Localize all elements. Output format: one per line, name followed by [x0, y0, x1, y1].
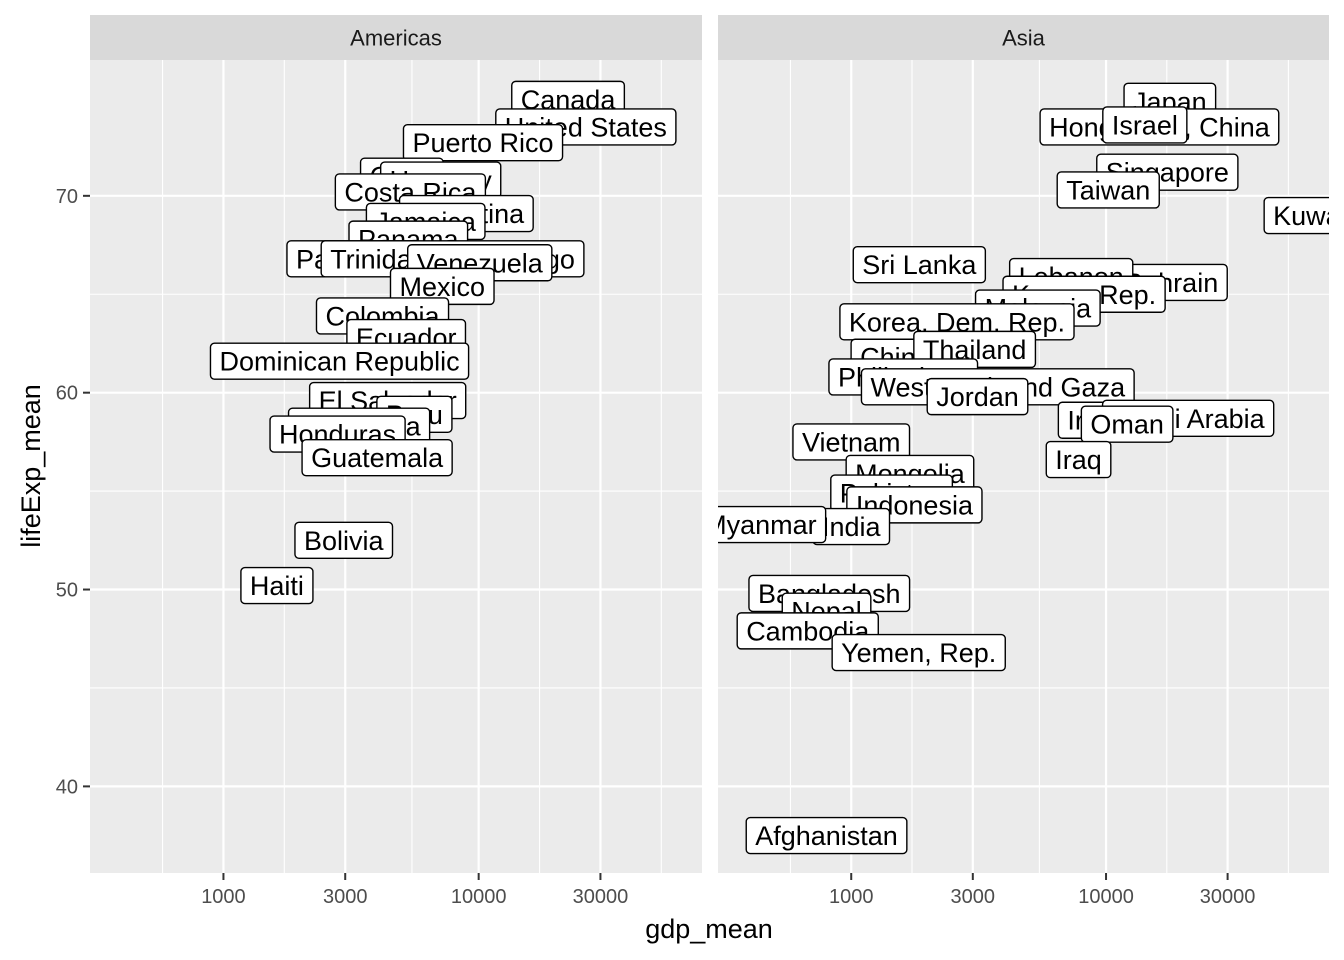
data-label-oman: Oman: [1080, 405, 1174, 443]
label-text: Puerto Rico: [412, 128, 553, 158]
data-label-myanmar: Myanmar: [704, 505, 827, 544]
label-box: [294, 521, 394, 560]
label-box: [1045, 440, 1112, 479]
y-tick-label: 60: [56, 383, 78, 405]
facet-strip: [718, 15, 1329, 60]
x-axis-asia: 1000 3000 10000 30000: [829, 873, 1255, 908]
x-tick-label: 3000: [951, 886, 996, 908]
label-text: Afghanistan: [755, 821, 898, 851]
data-label-israel: Israel: [1102, 106, 1188, 144]
y-tick-label: 70: [56, 186, 78, 208]
label-box: [745, 816, 908, 855]
label-text: Iraq: [1055, 445, 1102, 475]
x-tick-label: 1000: [829, 886, 874, 908]
x-tick-label: 1000: [201, 886, 246, 908]
facet-strip-label: Asia: [1002, 26, 1046, 51]
label-text: Kuwait: [1273, 201, 1344, 231]
x-axis-americas: 1000 3000 10000 30000: [201, 873, 628, 908]
data-label-afghanistan: Afghanistan: [745, 816, 908, 855]
label-box: [831, 633, 1006, 672]
data-label-bolivia: Bolivia: [294, 521, 394, 560]
facet-strip: [90, 15, 702, 60]
label-box: [1263, 196, 1329, 235]
data-label-puerto-rico: Puerto Rico: [402, 123, 564, 162]
x-tick-label: 10000: [1078, 886, 1134, 908]
label-box: [1102, 106, 1188, 144]
x-tick-label: 10000: [451, 886, 507, 908]
data-label-vietnam: Vietnam: [792, 423, 911, 461]
label-box: [1056, 171, 1160, 209]
y-axis: 40 50 60 70: [56, 186, 90, 798]
y-tick-label: 40: [56, 776, 78, 798]
x-axes: 1000 3000 10000 30000 1000 3000 10000 30000: [201, 873, 1255, 908]
x-axis-title: gdp_mean: [645, 914, 773, 944]
label-text: Guatemala: [311, 443, 444, 473]
data-label-jordan: Jordan: [926, 377, 1029, 416]
data-label-haiti: Haiti: [240, 566, 314, 605]
label-box: [402, 123, 564, 162]
data-label-iraq: Iraq: [1045, 440, 1112, 479]
label-box: [718, 505, 827, 544]
label-box: [852, 246, 987, 284]
data-label-yemen-rep: Yemen, Rep.: [831, 633, 1006, 672]
label-text: Bolivia: [304, 526, 385, 556]
label-box: [926, 377, 1029, 416]
data-label-india: India: [812, 507, 891, 546]
label-text: Jordan: [936, 382, 1019, 412]
label-box: [1080, 405, 1174, 443]
label-text: Dominican Republic: [219, 347, 459, 377]
label-text: Haiti: [250, 571, 304, 601]
facet-strip-label: Americas: [350, 26, 442, 51]
data-label-kuwait: Kuwait: [1263, 196, 1344, 235]
data-label-dominican-republic: Dominican Republic: [209, 342, 470, 380]
x-tick-label: 30000: [1200, 886, 1256, 908]
label-text: Vietnam: [802, 427, 901, 457]
label-text: Mexico: [399, 272, 485, 302]
x-tick-label: 3000: [323, 886, 368, 908]
label-text: Israel: [1112, 110, 1178, 140]
label-text: Myanmar: [704, 510, 817, 540]
y-axis-title: lifeExp_mean: [16, 384, 46, 548]
label-text: Sri Lanka: [862, 250, 977, 280]
x-tick-label: 30000: [573, 886, 629, 908]
label-text: India: [822, 512, 882, 542]
data-label-guatemala: Guatemala: [301, 438, 453, 477]
label-box: [240, 566, 314, 605]
label-box: [209, 342, 470, 380]
data-label-taiwan: Taiwan: [1056, 171, 1160, 209]
y-tick-label: 50: [56, 580, 78, 602]
label-box: [301, 438, 453, 477]
label-text: Oman: [1090, 410, 1164, 440]
data-label-sri-lanka: Sri Lanka: [852, 246, 987, 284]
label-text: Taiwan: [1066, 175, 1150, 205]
label-text: Yemen, Rep.: [841, 638, 996, 668]
data-label-mexico: Mexico: [389, 267, 495, 306]
